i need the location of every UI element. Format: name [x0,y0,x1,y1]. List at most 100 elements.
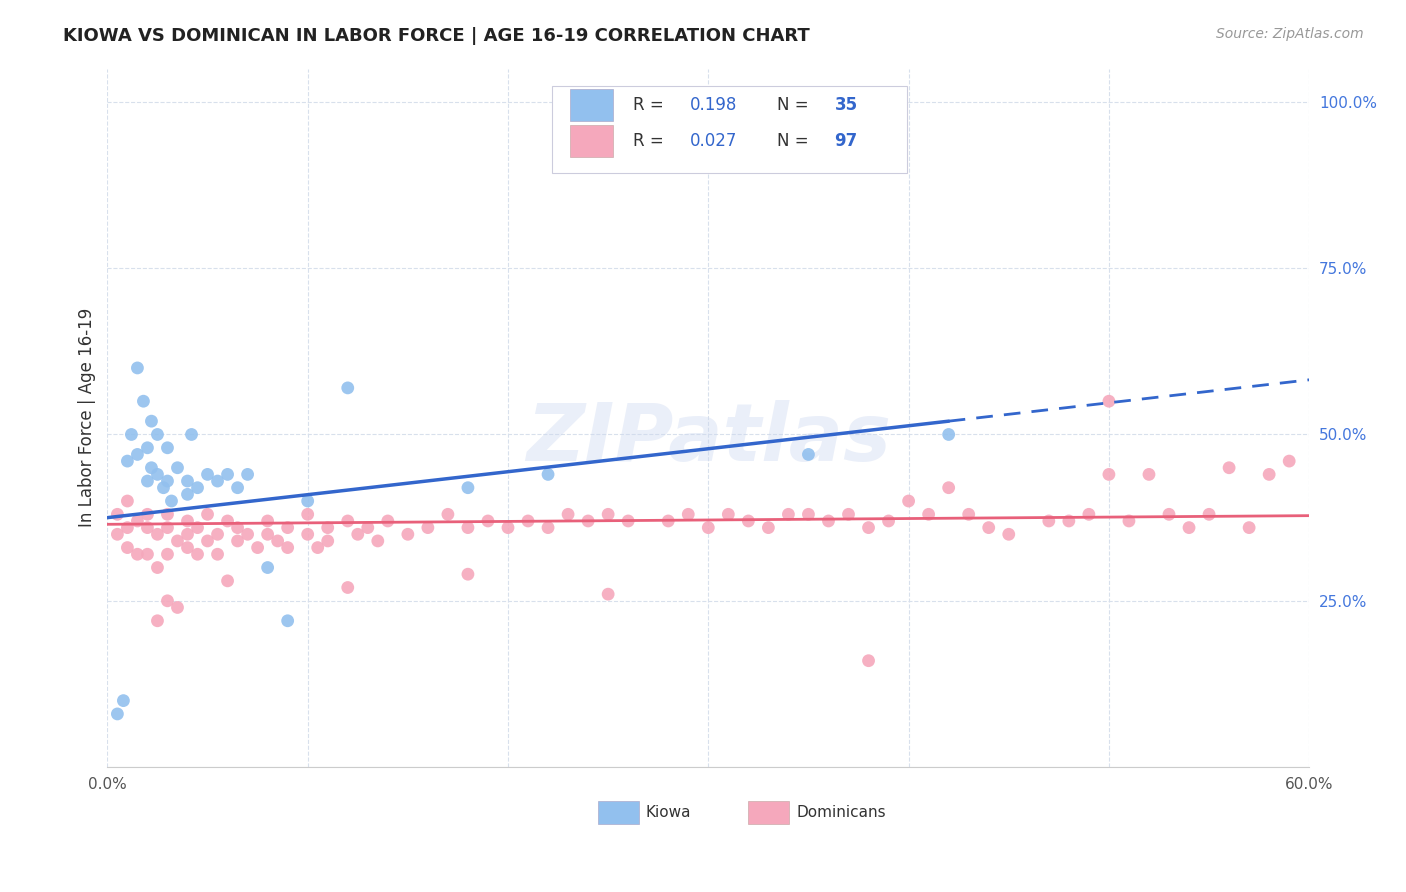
Point [1218,460,1240,475]
Point [858,654,880,668]
Point [598,587,620,601]
Point [1198,508,1220,522]
Point [1057,514,1080,528]
Point [127,514,149,528]
Point [778,508,800,522]
Point [717,508,740,522]
Point [277,521,299,535]
Point [146,614,169,628]
Point [897,494,920,508]
Point [357,521,380,535]
Point [146,427,169,442]
Point [117,521,139,535]
Point [217,574,239,588]
Point [797,508,820,522]
Point [246,541,269,555]
Point [136,474,159,488]
Point [307,541,329,555]
Point [1157,508,1180,522]
Point [697,521,720,535]
Point [517,514,540,528]
Point [136,521,159,535]
Point [197,467,219,482]
Point [256,527,278,541]
Point [617,514,640,528]
Point [477,514,499,528]
Point [166,533,188,548]
Point [997,527,1019,541]
Point [207,527,229,541]
Text: KIOWA VS DOMINICAN IN LABOR FORCE | AGE 16-19 CORRELATION CHART: KIOWA VS DOMINICAN IN LABOR FORCE | AGE … [63,27,810,45]
Point [277,614,299,628]
Point [256,560,278,574]
Point [416,521,439,535]
Point [496,521,519,535]
Point [105,527,128,541]
Point [186,521,208,535]
FancyBboxPatch shape [569,125,613,157]
Point [977,521,1000,535]
Point [817,514,839,528]
Point [598,508,620,522]
Point [858,521,880,535]
FancyBboxPatch shape [553,86,907,173]
Point [207,547,229,561]
Point [120,427,142,442]
Point [457,481,479,495]
Point [367,533,389,548]
Point [336,581,359,595]
Point [186,481,208,495]
Point [1278,454,1301,468]
Text: R =: R = [633,96,669,114]
Point [1077,508,1099,522]
Point [132,394,155,409]
Point [186,547,208,561]
Point [166,600,188,615]
Text: Dominicans: Dominicans [796,805,886,820]
FancyBboxPatch shape [598,801,638,824]
Point [316,533,339,548]
Point [156,441,179,455]
Point [877,514,900,528]
Point [377,514,399,528]
Point [1258,467,1281,482]
Point [146,467,169,482]
Point [226,481,249,495]
Point [156,594,179,608]
Point [236,527,259,541]
Text: Source: ZipAtlas.com: Source: ZipAtlas.com [1216,27,1364,41]
Point [136,441,159,455]
Text: Kiowa: Kiowa [645,805,692,820]
Point [277,541,299,555]
Point [136,547,159,561]
Point [957,508,980,522]
Point [136,508,159,522]
Point [105,706,128,721]
Text: 35: 35 [835,96,858,114]
Point [266,533,288,548]
Text: N =: N = [776,96,814,114]
Point [737,514,759,528]
Point [180,427,202,442]
Point [1038,514,1060,528]
Y-axis label: In Labor Force | Age 16-19: In Labor Force | Age 16-19 [79,309,96,527]
Point [197,508,219,522]
Point [396,527,419,541]
Point [146,560,169,574]
Point [336,381,359,395]
Point [346,527,368,541]
FancyBboxPatch shape [569,89,613,121]
Point [236,467,259,482]
Point [678,508,700,522]
Point [297,508,319,522]
Point [112,693,135,707]
Point [1137,467,1160,482]
Point [1178,521,1201,535]
Point [207,474,229,488]
Point [938,481,960,495]
Point [758,521,780,535]
Point [1237,521,1260,535]
Point [457,521,479,535]
Point [127,360,149,375]
Point [176,514,198,528]
